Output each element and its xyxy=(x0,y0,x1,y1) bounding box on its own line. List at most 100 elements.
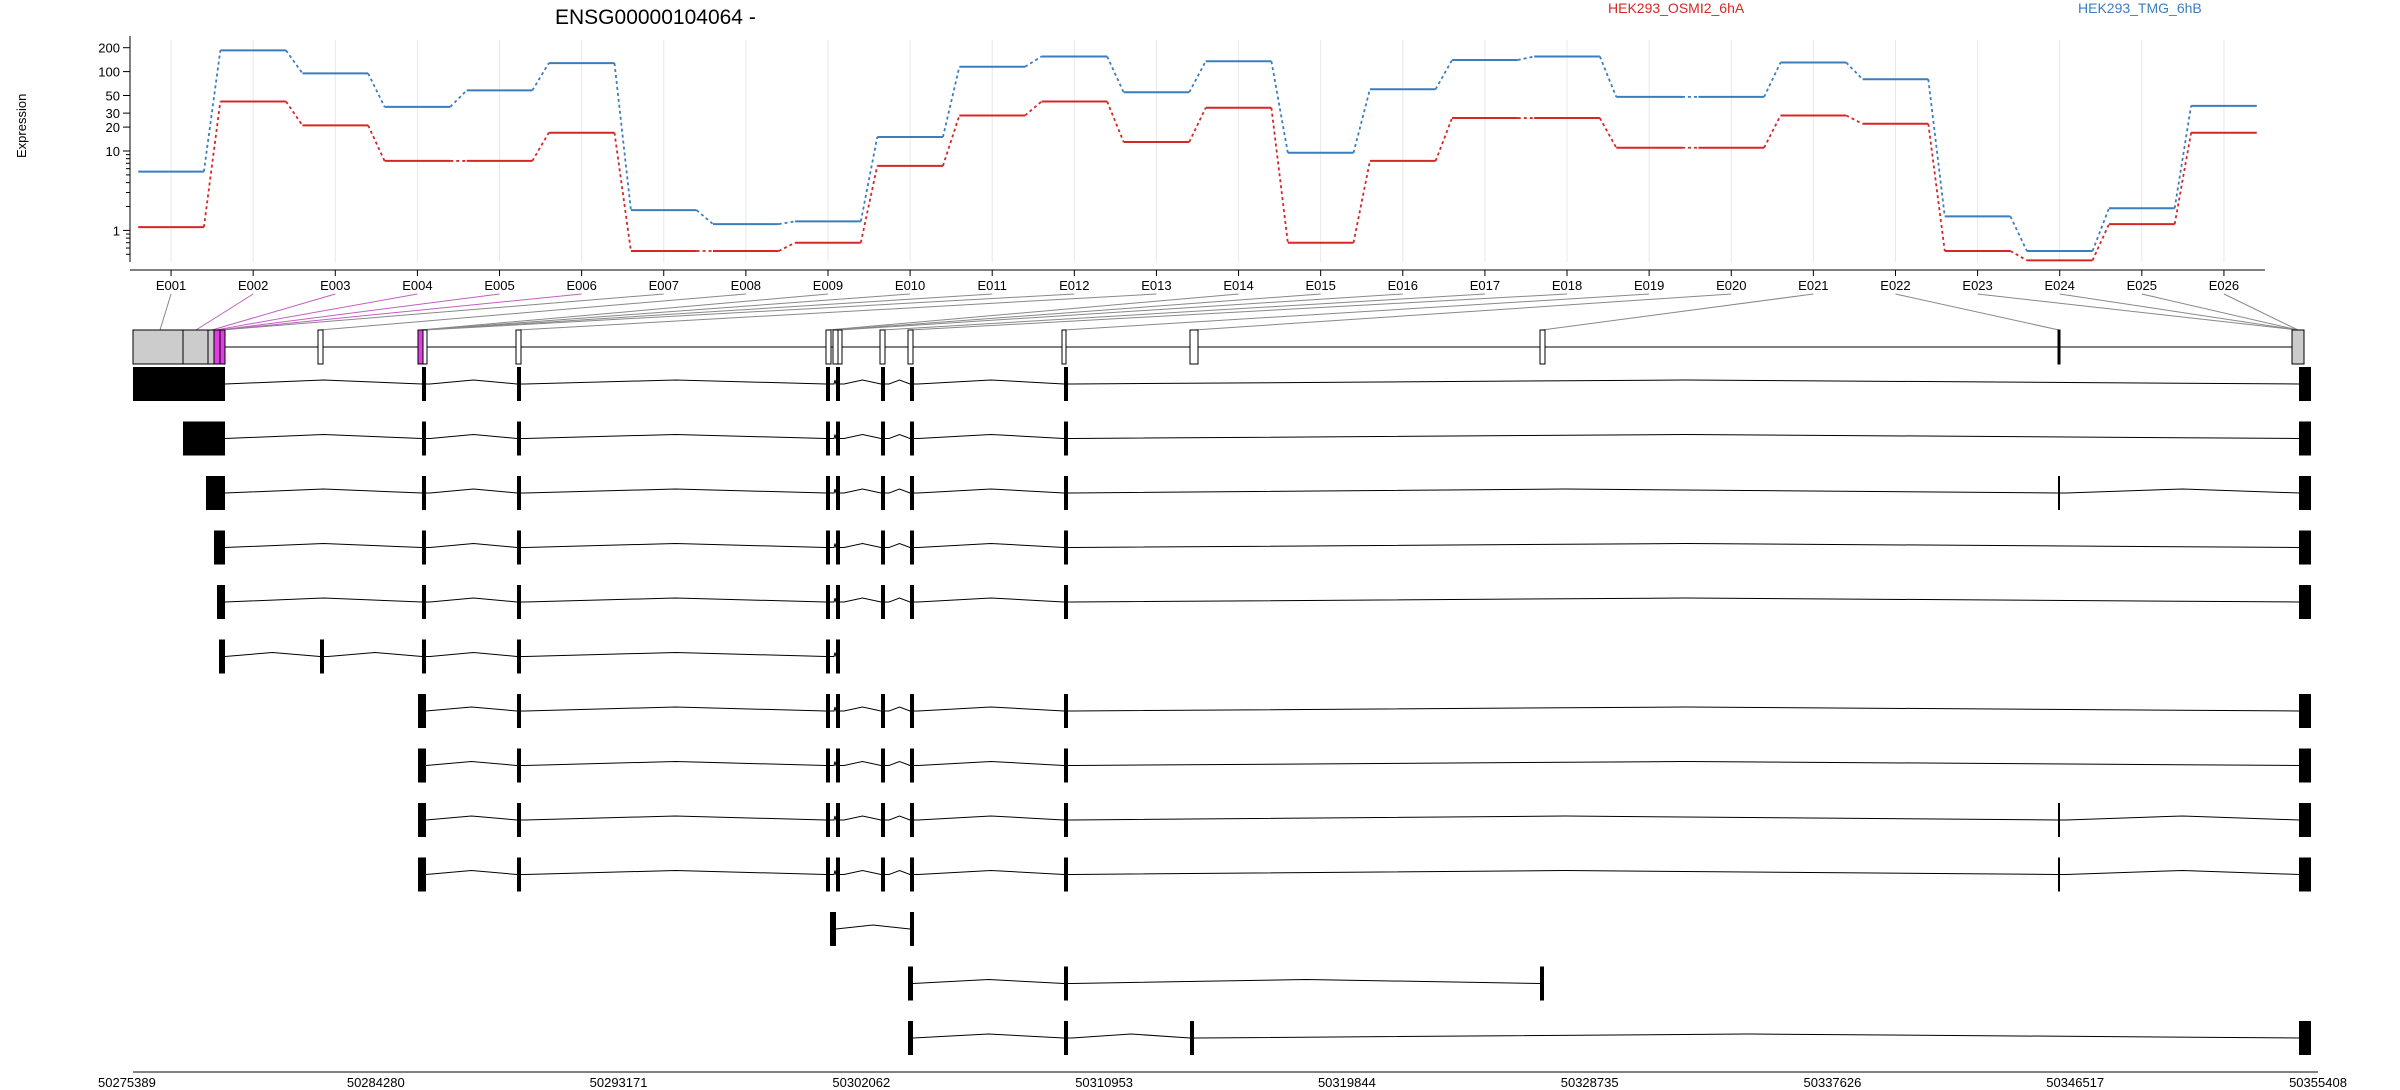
transcript-tracks xyxy=(133,367,2311,1055)
connector-line-E020 xyxy=(1193,293,1732,331)
connector-line-E019 xyxy=(1063,293,1650,331)
model-exon-16 xyxy=(1189,329,1199,365)
coordinate-tick-label: 50284280 xyxy=(347,1075,405,1090)
transcript-exon xyxy=(2299,476,2311,510)
transcript-exon xyxy=(1064,585,1068,619)
legend-series-tmg: HEK293_TMG_6hB xyxy=(2078,0,2202,16)
transcript-exon xyxy=(1064,367,1068,401)
x-tick-label: E004 xyxy=(402,278,432,293)
transcript-exon xyxy=(836,367,840,401)
transcript-exon xyxy=(1190,1021,1194,1055)
connector-line-E007 xyxy=(221,293,664,331)
transcript-first-exon xyxy=(206,476,225,510)
transcript-exon xyxy=(2299,367,2311,401)
y-axis-label: Expression xyxy=(14,94,29,158)
model-exon-18 xyxy=(2057,329,2061,365)
connector-line-E006 xyxy=(220,293,582,331)
coordinate-tick-label: 50337626 xyxy=(1804,1075,1862,1090)
transcript-exon xyxy=(881,857,885,892)
transcript-exon xyxy=(881,585,885,619)
transcript-exon xyxy=(836,421,840,456)
connector-E024 xyxy=(2091,223,2110,261)
coordinate-tick-label: 50302062 xyxy=(832,1075,890,1090)
model-exon-6 xyxy=(317,329,324,365)
model-exon-19 xyxy=(2291,329,2305,365)
transcript-exon xyxy=(2058,803,2060,837)
x-tick-label: E012 xyxy=(1059,278,1089,293)
x-tick-label: E023 xyxy=(1962,278,1992,293)
transcript-exon xyxy=(836,803,840,837)
transcript-exon xyxy=(910,803,914,837)
connector-line-E025 xyxy=(2141,293,2299,331)
transcript-exon xyxy=(826,421,830,456)
x-tick-label: E003 xyxy=(320,278,350,293)
connector-E005 xyxy=(531,132,550,162)
transcript-exon xyxy=(1064,1021,1068,1055)
connector-E002 xyxy=(285,101,304,126)
transcript-6 xyxy=(219,639,840,674)
connector-E006 xyxy=(613,132,632,252)
x-tick-label: E011 xyxy=(978,278,1007,293)
transcript-exon xyxy=(422,367,426,401)
x-tick-label: E025 xyxy=(2127,278,2157,293)
transcript-exon xyxy=(2299,748,2311,783)
model-exon-5 xyxy=(219,329,226,365)
connector-E003 xyxy=(367,72,386,108)
transcript-13 xyxy=(908,1021,2311,1055)
transcript-exon xyxy=(910,530,914,565)
model-exon-15 xyxy=(1061,329,1067,365)
transcript-exon xyxy=(320,639,324,674)
connector-E022 xyxy=(1927,123,1946,252)
transcript-exon xyxy=(2058,476,2060,510)
x-tick-label: E007 xyxy=(649,278,679,293)
transcript-first-exon xyxy=(217,585,225,619)
series-layer xyxy=(138,49,2257,262)
connector-E025 xyxy=(2173,105,2192,209)
transcript-exon xyxy=(2299,421,2311,456)
transcript-exon xyxy=(910,367,914,401)
connector-E002 xyxy=(285,49,304,74)
connector-line-E005 xyxy=(219,293,500,331)
transcript-9 xyxy=(418,803,2311,837)
transcript-exon xyxy=(517,639,521,674)
transcript-exon xyxy=(910,694,914,728)
connector-line-E011 xyxy=(421,293,993,331)
transcript-exon xyxy=(2058,857,2060,892)
x-tick-label: E022 xyxy=(1880,278,1910,293)
transcript-intron-path xyxy=(425,869,2300,875)
transcript-intron-path xyxy=(224,542,2300,548)
legend-series-osmi2: HEK293_OSMI2_6hA xyxy=(1608,0,1745,16)
transcript-exon xyxy=(2299,585,2311,619)
x-tick-label: E010 xyxy=(895,278,925,293)
transcript-exon xyxy=(881,476,885,510)
y-tick-label: 200 xyxy=(98,41,120,56)
transcript-exon xyxy=(422,585,426,619)
transcript-first-exon xyxy=(418,748,426,783)
connector-E012 xyxy=(1106,56,1125,93)
transcript-exon xyxy=(826,639,830,674)
series-tmg xyxy=(138,49,2257,253)
y-tick-label: 1 xyxy=(113,223,120,238)
connector-E021 xyxy=(1845,114,1864,125)
transcript-exon xyxy=(836,585,840,619)
transcript-7 xyxy=(418,694,2311,728)
connector-E011 xyxy=(1024,100,1043,117)
model-exon-8 xyxy=(422,329,428,365)
connector-line-E010 xyxy=(420,293,911,331)
x-tick-label: E024 xyxy=(2045,278,2075,293)
transcript-exon xyxy=(517,530,521,565)
transcript-exon xyxy=(1064,857,1068,892)
transcript-exon xyxy=(422,421,426,456)
connector-E008 xyxy=(778,241,796,252)
x-tick-label: E020 xyxy=(1716,278,1746,293)
model-exon-11 xyxy=(832,329,839,365)
connector-line-E002 xyxy=(195,293,254,331)
connector-E022 xyxy=(1927,79,1946,217)
connector-line-E026 xyxy=(2223,293,2299,331)
transcript-intron-path xyxy=(912,978,1541,984)
connector-line-E024 xyxy=(2059,293,2299,331)
connector-line-E013 xyxy=(517,293,1157,331)
model-exon-17 xyxy=(1539,329,1546,365)
connector-line-E012 xyxy=(424,293,1075,331)
series-osmi2 xyxy=(138,100,2257,262)
